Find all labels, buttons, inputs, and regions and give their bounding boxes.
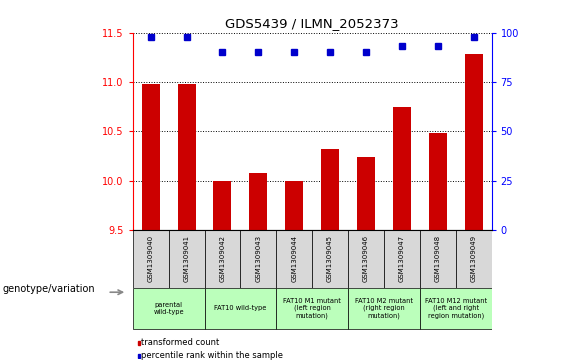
Text: parental
wild-type: parental wild-type — [153, 302, 184, 315]
Bar — [455, 230, 492, 287]
Text: percentile rank within the sample: percentile rank within the sample — [141, 351, 282, 360]
Text: GSM1309040: GSM1309040 — [147, 235, 154, 282]
Text: FAT10 M2 mutant
(right region
mutation): FAT10 M2 mutant (right region mutation) — [355, 298, 413, 319]
Bar — [138, 341, 140, 345]
Bar — [214, 181, 232, 230]
Bar — [168, 230, 205, 287]
Text: FAT10 M1 mutant
(left region
mutation): FAT10 M1 mutant (left region mutation) — [283, 298, 341, 319]
Text: GSM1309042: GSM1309042 — [219, 235, 225, 282]
Bar — [357, 157, 375, 230]
Text: GSM1309044: GSM1309044 — [291, 235, 297, 282]
Bar — [205, 230, 241, 287]
Text: FAT10 wild-type: FAT10 wild-type — [214, 305, 267, 311]
Text: FAT10 M12 mutant
(left and right
region mutation): FAT10 M12 mutant (left and right region … — [425, 298, 486, 319]
Bar — [133, 287, 205, 329]
Bar — [249, 173, 267, 230]
Text: GSM1309047: GSM1309047 — [399, 235, 405, 282]
Text: transformed count: transformed count — [141, 338, 219, 347]
Bar — [420, 230, 455, 287]
Bar — [348, 230, 384, 287]
Title: GDS5439 / ILMN_2052373: GDS5439 / ILMN_2052373 — [225, 17, 399, 30]
Bar — [205, 287, 276, 329]
Bar — [384, 230, 420, 287]
Bar — [393, 107, 411, 230]
Bar — [241, 230, 276, 287]
Bar — [420, 287, 492, 329]
Text: GSM1309041: GSM1309041 — [184, 235, 190, 282]
Bar — [464, 54, 483, 230]
Bar — [321, 149, 339, 230]
Bar — [276, 287, 348, 329]
Bar — [142, 84, 160, 230]
Text: GSM1309048: GSM1309048 — [434, 235, 441, 282]
Bar — [138, 354, 140, 358]
Text: GSM1309043: GSM1309043 — [255, 235, 262, 282]
Bar — [348, 287, 420, 329]
Bar — [276, 230, 312, 287]
Text: GSM1309049: GSM1309049 — [471, 235, 477, 282]
Bar — [429, 133, 447, 230]
Bar — [312, 230, 348, 287]
Text: GSM1309045: GSM1309045 — [327, 235, 333, 282]
Bar — [285, 181, 303, 230]
Text: GSM1309046: GSM1309046 — [363, 235, 369, 282]
Text: genotype/variation: genotype/variation — [3, 284, 95, 294]
Bar — [133, 230, 168, 287]
Bar — [177, 84, 195, 230]
